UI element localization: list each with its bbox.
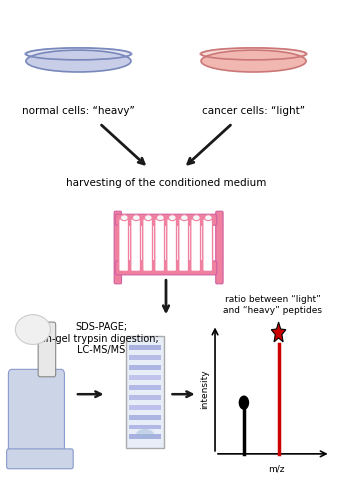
Polygon shape [271,322,286,342]
FancyBboxPatch shape [129,345,161,350]
FancyBboxPatch shape [203,218,213,272]
Ellipse shape [16,314,50,344]
FancyBboxPatch shape [129,424,161,430]
FancyBboxPatch shape [119,218,128,272]
Text: normal cells: “heavy”: normal cells: “heavy” [22,106,135,116]
Ellipse shape [25,48,132,60]
FancyBboxPatch shape [114,211,121,284]
Ellipse shape [132,214,140,220]
FancyBboxPatch shape [131,218,140,272]
Text: cancer cells: “light”: cancer cells: “light” [202,106,305,116]
FancyBboxPatch shape [129,365,161,370]
FancyBboxPatch shape [8,370,65,459]
Ellipse shape [144,214,152,220]
Ellipse shape [204,214,212,220]
Ellipse shape [168,214,176,220]
Ellipse shape [136,429,154,439]
Ellipse shape [201,50,306,72]
FancyBboxPatch shape [129,384,161,390]
Text: ratio between “light”
and “heavy” peptides: ratio between “light” and “heavy” peptid… [223,295,322,314]
FancyBboxPatch shape [115,214,217,225]
FancyBboxPatch shape [191,218,201,272]
FancyBboxPatch shape [129,375,161,380]
FancyBboxPatch shape [129,404,161,409]
FancyBboxPatch shape [115,261,217,275]
FancyBboxPatch shape [167,218,176,272]
FancyBboxPatch shape [129,394,161,400]
Ellipse shape [120,214,128,220]
Ellipse shape [192,214,200,220]
FancyBboxPatch shape [126,336,163,448]
FancyBboxPatch shape [129,355,161,360]
FancyBboxPatch shape [129,414,161,420]
FancyBboxPatch shape [38,322,56,377]
FancyBboxPatch shape [143,218,152,272]
Ellipse shape [156,214,164,220]
FancyBboxPatch shape [7,449,73,469]
FancyBboxPatch shape [155,218,164,272]
FancyBboxPatch shape [129,434,161,440]
Text: intensity: intensity [200,370,209,409]
Circle shape [239,396,249,409]
Text: harvesting of the conditioned medium: harvesting of the conditioned medium [66,178,266,188]
Ellipse shape [200,48,307,60]
Text: SDS-PAGE;
in-gel trypsin digestion;
LC-MS/MS: SDS-PAGE; in-gel trypsin digestion; LC-M… [43,322,159,356]
Ellipse shape [26,50,131,72]
FancyBboxPatch shape [179,218,189,272]
FancyBboxPatch shape [216,211,223,284]
Text: m/z: m/z [268,464,285,473]
Ellipse shape [180,214,188,220]
